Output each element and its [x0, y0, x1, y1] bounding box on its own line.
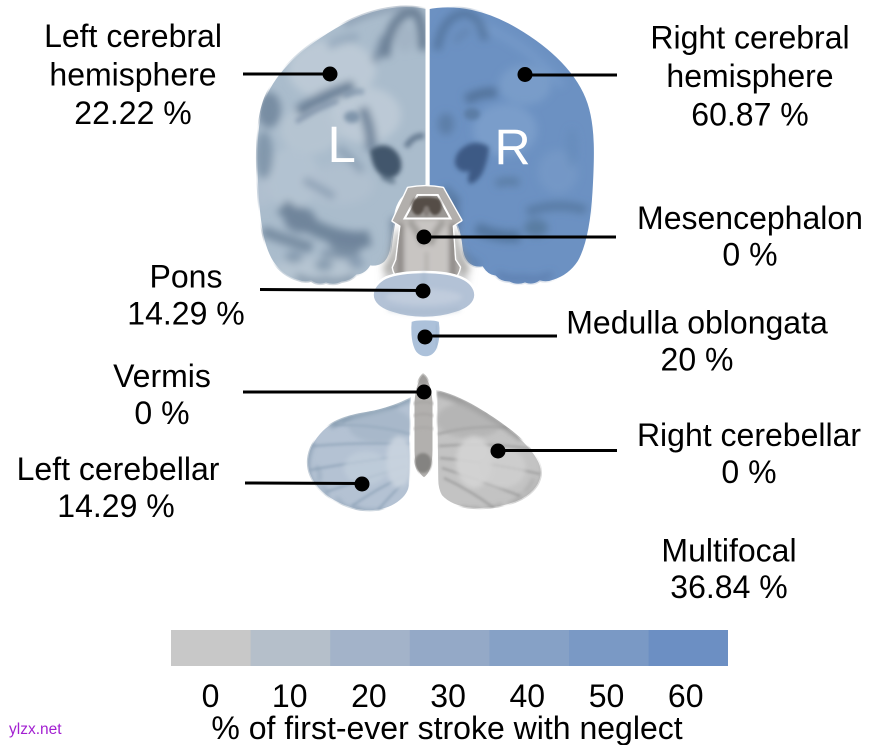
svg-text:50: 50 — [589, 678, 625, 714]
svg-text:Medulla oblongata: Medulla oblongata — [566, 305, 828, 341]
svg-text:hemisphere: hemisphere — [666, 58, 833, 94]
svg-text:60: 60 — [668, 678, 704, 714]
svg-text:20: 20 — [351, 678, 387, 714]
svg-text:Right cerebellar: Right cerebellar — [637, 417, 861, 453]
svg-text:0: 0 — [202, 678, 220, 714]
svg-text:L: L — [328, 116, 356, 173]
svg-text:14.29 %: 14.29 % — [127, 296, 244, 332]
svg-text:Pons: Pons — [150, 259, 223, 295]
svg-text:14.29 %: 14.29 % — [57, 488, 174, 524]
svg-text:ylzx.net: ylzx.net — [9, 721, 62, 738]
svg-text:% of first-ever stroke with ne: % of first-ever stroke with neglect — [211, 710, 682, 745]
svg-text:30: 30 — [430, 678, 466, 714]
svg-text:Vermis: Vermis — [113, 358, 211, 394]
svg-text:10: 10 — [272, 678, 308, 714]
svg-text:0 %: 0 % — [721, 454, 776, 490]
svg-text:60.87 %: 60.87 % — [691, 97, 808, 133]
svg-text:40: 40 — [510, 678, 546, 714]
svg-text:0 %: 0 % — [134, 395, 189, 431]
svg-text:Right cerebral: Right cerebral — [650, 20, 849, 56]
svg-text:Left cerebellar: Left cerebellar — [17, 451, 220, 487]
svg-text:R: R — [495, 119, 531, 175]
svg-text:Multifocal: Multifocal — [661, 533, 796, 569]
svg-text:20 %: 20 % — [661, 342, 734, 378]
svg-text:22.22 %: 22.22 % — [74, 95, 191, 131]
svg-text:Left cerebral: Left cerebral — [44, 18, 222, 54]
svg-text:0 %: 0 % — [722, 237, 777, 273]
svg-text:36.84 %: 36.84 % — [670, 569, 787, 605]
svg-text:Mesencephalon: Mesencephalon — [637, 200, 863, 236]
svg-text:hemisphere: hemisphere — [49, 57, 216, 93]
